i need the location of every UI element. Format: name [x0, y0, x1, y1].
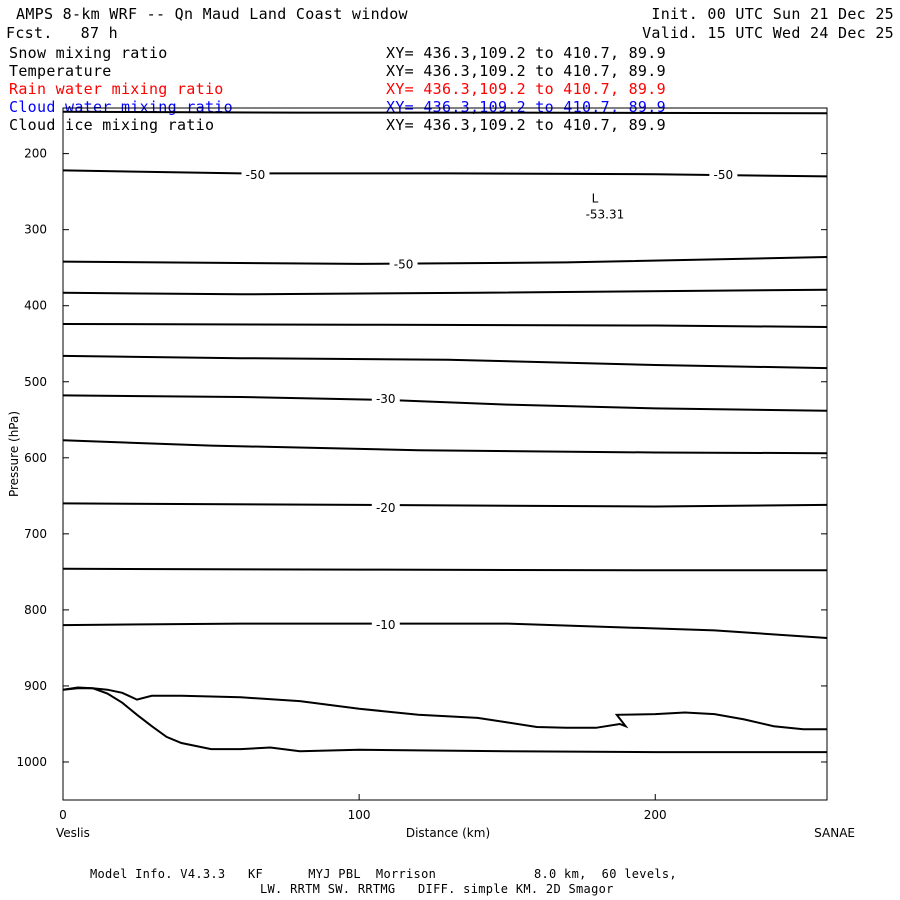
contour-line-6	[62, 394, 828, 412]
plot-frame	[62, 107, 828, 801]
contour-label: -50	[246, 168, 266, 182]
contour-line-3	[62, 288, 828, 296]
contour-line-0	[62, 110, 828, 115]
valid-time: Valid. 15 UTC Wed 24 Dec 25	[642, 24, 894, 42]
legend-xy-cloud-ice: XY= 436.3,109.2 to 410.7, 89.9	[386, 116, 666, 134]
endpoint-right-label: SANAE	[814, 826, 855, 840]
endpoint-left-label: Veslis	[56, 826, 90, 840]
contour-line-11	[62, 687, 827, 731]
contour-line-12	[62, 686, 827, 754]
contour-label: -30	[376, 392, 396, 406]
legend-name-rain: Rain water mixing ratio	[9, 80, 224, 98]
contour-label-bg	[709, 166, 738, 182]
x-tick-label: 0	[59, 808, 67, 822]
contour-label-bg	[371, 499, 400, 515]
forecast-hour: Fcst. 87 h	[6, 24, 118, 42]
legend-xy-snow: XY= 436.3,109.2 to 410.7, 89.9	[386, 44, 666, 62]
legend-xy-rain: XY= 436.3,109.2 to 410.7, 89.9	[386, 80, 666, 98]
y-axis-label: Pressure (hPa)	[7, 411, 21, 497]
y-tick-label: 800	[24, 603, 47, 617]
plot-title: AMPS 8-km WRF -- Qn Maud Land Coast wind…	[16, 5, 408, 23]
contour-line-4	[62, 323, 828, 328]
legend-name-cloud-ice: Cloud ice mixing ratio	[9, 116, 215, 134]
contour-line-8	[62, 502, 828, 508]
y-tick-label: 1000	[16, 755, 47, 769]
contour-line-5	[62, 354, 828, 370]
low-marker-value: -53.31	[586, 208, 625, 222]
x-axis-label: Distance (km)	[406, 826, 490, 840]
model-info-line-2: LW. RRTM SW. RRTMG DIFF. simple KM. 2D S…	[260, 882, 614, 896]
contour-label-bg	[371, 391, 400, 407]
y-tick-label: 600	[24, 451, 47, 465]
contour-label: -50	[394, 258, 414, 272]
contour-line-10	[62, 622, 828, 639]
x-tick-label: 200	[644, 808, 667, 822]
legend-xy-temperature: XY= 436.3,109.2 to 410.7, 89.9	[386, 62, 666, 80]
y-tick-label: 400	[24, 299, 47, 313]
contour-label-bg	[241, 166, 270, 182]
contour-line-9	[62, 567, 827, 572]
legend-name-snow: Snow mixing ratio	[9, 44, 168, 62]
contour-label-bg	[371, 617, 400, 633]
y-tick-label: 200	[24, 147, 47, 161]
contour-label-bg	[389, 256, 418, 272]
contour-label: -50	[714, 168, 734, 182]
contour-line-7	[62, 439, 828, 455]
y-tick-label: 300	[24, 223, 47, 237]
legend-xy-cloud-water: XY= 436.3,109.2 to 410.7, 89.9	[386, 98, 666, 116]
y-tick-label: 500	[24, 375, 47, 389]
y-tick-label: 700	[24, 527, 47, 541]
model-info-line-1: Model Info. V4.3.3 KF MYJ PBL Morrison 8…	[90, 867, 677, 881]
legend-name-temperature: Temperature	[9, 62, 112, 80]
init-time: Init. 00 UTC Sun 21 Dec 25	[651, 5, 894, 23]
contour-label: -20	[376, 501, 396, 515]
contour-label: -10	[376, 618, 396, 632]
contour-line-2	[62, 256, 828, 265]
x-tick-label: 100	[348, 808, 371, 822]
low-marker-letter: L	[592, 192, 599, 206]
y-tick-label: 900	[24, 679, 47, 693]
